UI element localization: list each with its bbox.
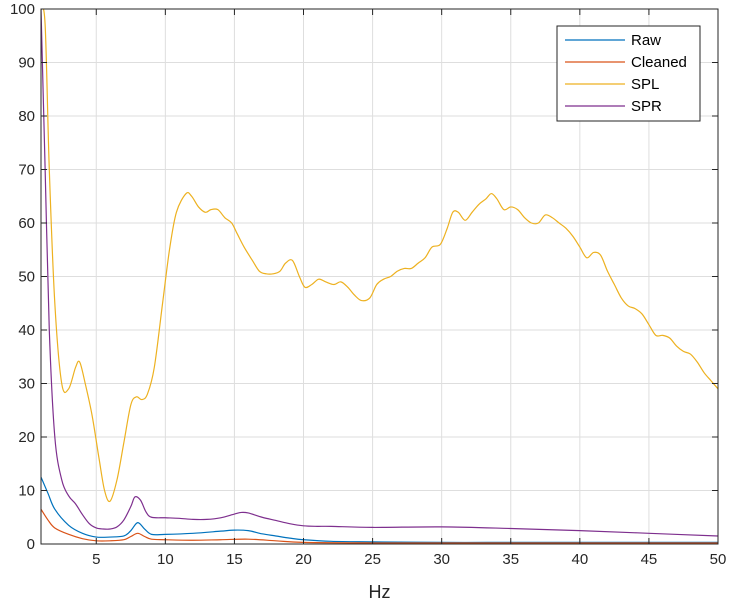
- series-group: [41, 9, 718, 544]
- x-tick-label: 10: [157, 551, 174, 568]
- x-tick-label: 20: [295, 551, 312, 568]
- y-tick-label: 10: [18, 483, 35, 500]
- series-line-cleaned: [41, 508, 718, 544]
- x-tick-label: 15: [226, 551, 243, 568]
- y-tick-label: 50: [18, 269, 35, 286]
- legend-label-spl: SPL: [631, 76, 659, 93]
- x-axis-label: Hz: [369, 582, 391, 601]
- x-tick-label: 30: [433, 551, 450, 568]
- legend-label-cleaned: Cleaned: [631, 54, 687, 71]
- y-tick-label: 20: [18, 429, 35, 446]
- y-tick-label: 30: [18, 376, 35, 393]
- y-tick-label: 40: [18, 322, 35, 339]
- y-tick-label: 70: [18, 162, 35, 179]
- x-tick-label: 40: [571, 551, 588, 568]
- y-tick-label: 60: [18, 215, 35, 232]
- legend-box: [556, 25, 701, 122]
- y-tick-label: 0: [27, 536, 35, 553]
- axes: [40, 8, 719, 545]
- y-tick-label: 80: [18, 108, 35, 125]
- legend[interactable]: Raw Cleaned SPL SPR: [556, 25, 701, 122]
- x-tick-label: 5: [92, 551, 100, 568]
- series-line-spl: [41, 9, 718, 503]
- x-tick-label: 25: [364, 551, 381, 568]
- y-tick-label: 90: [18, 55, 35, 72]
- tick-labels: 5 10 15 20 25 30 35 40 45 50 0 10 20 30 40 50 60 70 80 90 10…: [10, 1, 726, 568]
- legend-label-raw: Raw: [631, 32, 661, 49]
- x-tick-label: 50: [710, 551, 727, 568]
- x-tick-label: 35: [502, 551, 519, 568]
- y-tick-label: 100: [10, 1, 35, 18]
- x-tick-label: 45: [641, 551, 658, 568]
- series-line-spr: [41, 9, 718, 537]
- legend-label-spr: SPR: [631, 98, 662, 115]
